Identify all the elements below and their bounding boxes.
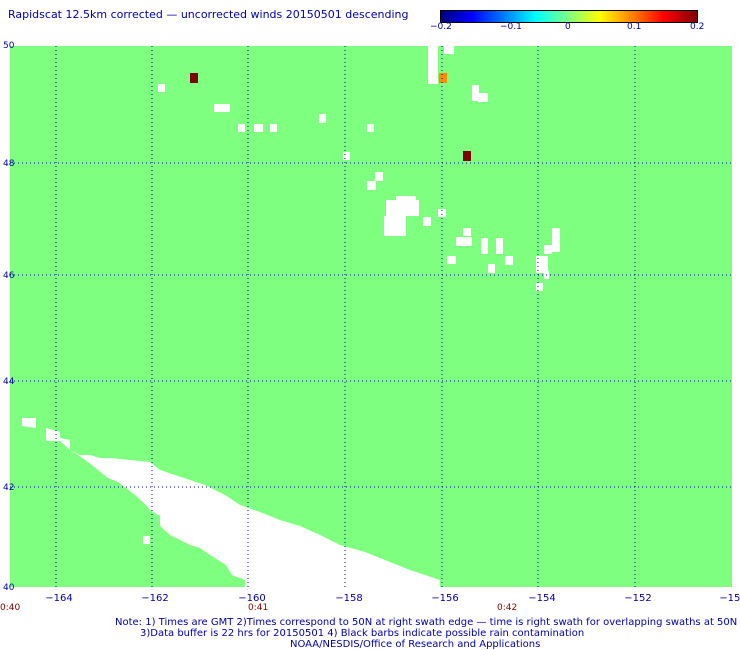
no-data-cell [143, 536, 150, 544]
no-data-cell [423, 217, 431, 226]
footnote-credit: NOAA/NESDIS/Office of Research and Appli… [290, 639, 541, 650]
no-data-regions [22, 46, 560, 587]
no-data-cell [367, 181, 376, 190]
no-data-cell [536, 256, 548, 273]
no-data-cell [544, 245, 552, 254]
x-tick-label: −158 [335, 593, 362, 604]
no-data-cell [254, 124, 263, 132]
time-label: 0:42 [497, 603, 517, 613]
no-data-cell [438, 209, 446, 217]
no-data-cell [158, 84, 165, 92]
no-data-cell [505, 256, 513, 265]
y-tick-label: 42 [3, 483, 14, 493]
no-data-cell [463, 228, 471, 236]
colorbar-tick-label: 0.2 [690, 22, 705, 32]
no-data-cell [444, 46, 454, 54]
footnote-line: 3)Data buffer is 22 hrs for 20150501 4) … [140, 628, 585, 639]
x-tick-label: −152 [624, 593, 651, 604]
no-data-cell [214, 104, 230, 112]
no-data-cell [386, 200, 419, 216]
no-data-cell [478, 93, 488, 102]
no-data-cell [270, 124, 277, 132]
x-axis-labels: −164 −162 −160 −158 −156 −154 −152 −150 [45, 593, 740, 604]
no-data-cell [472, 85, 479, 101]
y-tick-label: 44 [3, 377, 15, 387]
colorbar-tick-label: 0.1 [627, 22, 642, 32]
time-label: 0:40 [0, 603, 20, 613]
no-data-cell [428, 46, 438, 84]
x-tick-label: −154 [528, 593, 555, 604]
colorbar-tick-label: −0.1 [500, 22, 522, 32]
colorbar-tick-label: 0 [565, 22, 571, 32]
time-labels: 0:40 0:41 0:42 [0, 603, 517, 613]
y-tick-label: 40 [3, 583, 15, 593]
no-data-cell [536, 283, 543, 291]
colorbar-gradient [440, 10, 698, 23]
data-cell-high [463, 151, 471, 161]
no-data-cell [447, 256, 456, 264]
no-data-cell [375, 172, 383, 181]
no-data-cell [496, 238, 503, 254]
time-label: 0:41 [248, 603, 268, 613]
x-tick-label: −162 [141, 593, 168, 604]
x-tick-label: −150 [719, 593, 740, 604]
no-data-cell [481, 238, 488, 254]
no-data-cell [384, 216, 406, 236]
map-title: Rapidscat 12.5km corrected — uncorrected… [8, 8, 409, 21]
no-data-cell [238, 124, 245, 132]
no-data-cell [367, 124, 374, 132]
no-data-cell [396, 196, 416, 202]
y-tick-label: 46 [3, 271, 15, 281]
no-data-cell [552, 228, 560, 252]
x-tick-label: −160 [238, 593, 265, 604]
no-data-cell [343, 152, 350, 160]
data-cell-medium [439, 73, 447, 83]
y-tick-label: 50 [3, 41, 15, 51]
no-data-cell [456, 237, 472, 246]
data-cell-high [190, 73, 198, 83]
map-background [10, 46, 732, 587]
swath-gap [22, 418, 440, 587]
map-plot: 50 48 46 44 42 40 −164 −162 −160 −158 −1… [0, 41, 740, 613]
footnote-line: Note: 1) Times are GMT 2)Times correspon… [115, 617, 738, 628]
no-data-cell [319, 114, 326, 123]
high-value-cells [190, 73, 471, 161]
lat-lon-grid [10, 46, 732, 587]
y-tick-label: 48 [3, 159, 15, 169]
no-data-cell [488, 264, 495, 273]
colorbar-tick-label: −0.2 [430, 22, 452, 32]
y-axis-labels: 50 48 46 44 42 40 [3, 41, 15, 593]
x-tick-label: −164 [45, 593, 72, 604]
x-tick-label: −156 [431, 593, 458, 604]
